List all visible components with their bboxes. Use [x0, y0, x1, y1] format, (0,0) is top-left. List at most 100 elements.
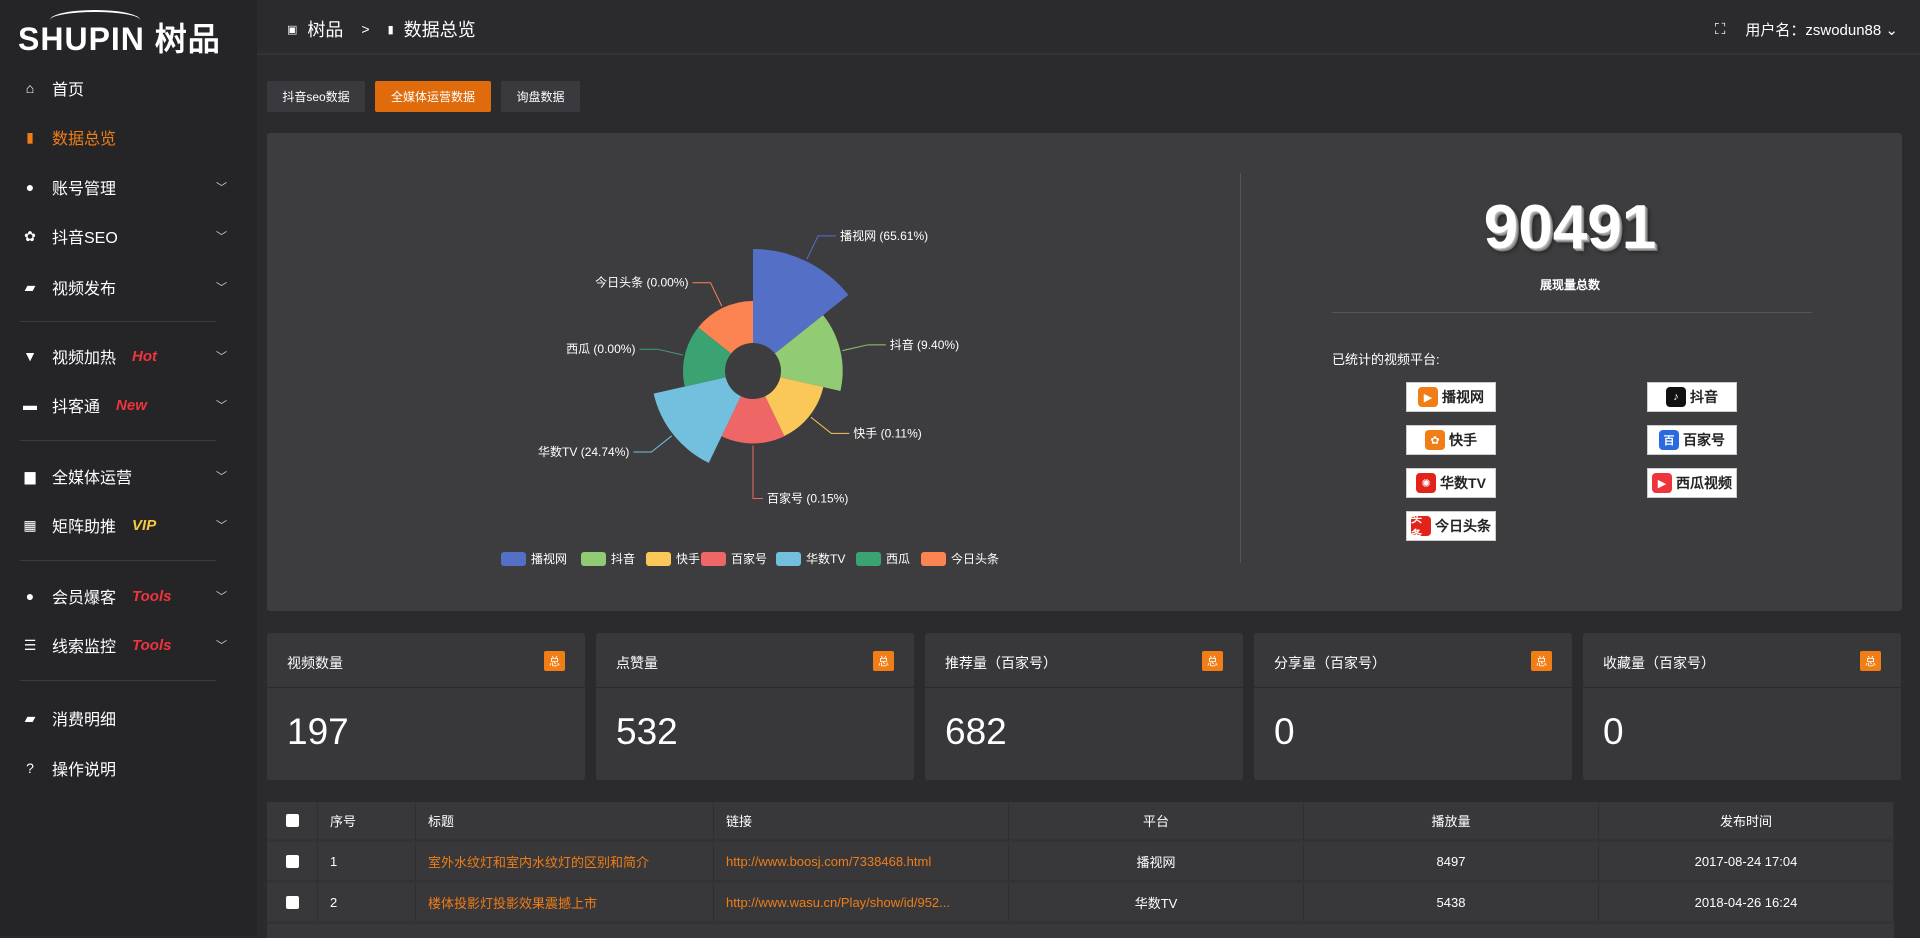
divider: [1240, 173, 1241, 563]
pie-label: 西瓜 (0.00%): [566, 342, 635, 356]
platform-logo-icon: ▶: [1418, 387, 1438, 407]
pie-slice: [653, 377, 741, 463]
platform-logo-icon: ✺: [1416, 473, 1437, 493]
sidebar-item-6[interactable]: ▬ 抖客通 New ﹀: [0, 385, 257, 425]
platform-logo: ✿ 快手: [1406, 425, 1496, 455]
stat-title: 分享量（百家号）: [1274, 655, 1386, 671]
cell-no: 1: [318, 842, 416, 880]
gear-icon: ✿: [24, 227, 36, 244]
sidebar-item-7[interactable]: ▆ 全媒体运营 ﹀: [0, 456, 257, 496]
sidebar-item-8[interactable]: ▦ 矩阵助推 VIP ﹀: [0, 505, 257, 545]
total-impressions: 90491: [1483, 193, 1657, 262]
breadcrumb-separator: >: [361, 21, 370, 37]
cell-title[interactable]: 楼体投影灯投影效果震撼上市: [416, 883, 714, 921]
grid-icon: ▦: [23, 516, 37, 533]
sidebar-item-9[interactable]: ● 会员爆客 Tools ﹀: [0, 576, 257, 616]
legend-swatch: [581, 552, 606, 566]
chevron-down-icon: ﹀: [216, 351, 227, 363]
row-checkbox[interactable]: [285, 895, 299, 909]
divider: [1332, 312, 1812, 313]
legend-swatch: [776, 552, 801, 566]
label-line: [633, 435, 673, 453]
sidebar-item-3[interactable]: ✿ 抖音SEO ﹀: [0, 216, 257, 256]
tab-2[interactable]: 询盘数据: [501, 81, 580, 112]
legend-swatch: [856, 552, 881, 566]
pie-label: 今日头条 (0.00%): [595, 275, 688, 290]
cell-time: 2017-08-24 17:04: [1599, 842, 1894, 880]
pie-slice: [698, 301, 753, 354]
chat-icon: ▬: [23, 397, 37, 413]
stat-value: 682: [945, 711, 1007, 752]
stat-title: 点赞量: [616, 655, 658, 671]
nav-divider: [20, 440, 216, 441]
cell-link[interactable]: http://www.boosj.com/7338468.html: [714, 842, 1009, 880]
pie-label: 抖音 (9.40%): [890, 337, 959, 352]
row-checkbox[interactable]: [285, 854, 299, 868]
legend-swatch: [701, 552, 726, 566]
legend-label: 抖音: [611, 551, 635, 566]
label-line: [842, 344, 886, 352]
total-badge: 总: [1860, 651, 1881, 671]
camera-icon: ▰: [24, 278, 36, 295]
sidebar-item-label: 全媒体运营: [52, 470, 133, 487]
sidebar-item-5[interactable]: ▼ 视频加热 Hot ﹀: [0, 336, 257, 376]
platform-logo-icon: 百: [1659, 430, 1679, 450]
legend-label: 华数TV: [806, 551, 845, 566]
sidebar-tag: Hot: [132, 347, 158, 365]
pie-label: 华数TV (24.74%): [538, 444, 629, 459]
stat-card: 视频数量 总 197: [267, 633, 585, 780]
user-menu[interactable]: 用户名：zswodun88 ⌄: [1745, 22, 1898, 39]
chevron-down-icon: ﹀: [216, 520, 227, 532]
cell-link[interactable]: http://www.wasu.cn/Play/show/id/952...: [714, 883, 1009, 921]
label-line: [752, 445, 763, 499]
header: ▣ 树品 > ▮ 数据总览 ⛶ 用户名：zswodun88 ⌄: [257, 0, 1920, 55]
sidebar-item-1[interactable]: ▮ 数据总览: [0, 117, 257, 157]
total-badge: 总: [1202, 651, 1223, 671]
sidebar-tag: New: [116, 396, 147, 414]
sidebar-item-label: 首页: [52, 82, 85, 99]
pie-label: 百家号 (0.15%): [767, 490, 848, 505]
select-all-checkbox[interactable]: [285, 814, 299, 827]
cell-title[interactable]: 室外水纹灯和室内水纹灯的区别和简介: [416, 842, 714, 880]
legend-label: 快手: [676, 552, 700, 566]
chevron-down-icon: ⌄: [1885, 22, 1898, 39]
table-header: 序号 标题 链接 平台 播放量 发布时间: [267, 802, 1894, 842]
breadcrumb-home[interactable]: 树品: [307, 20, 344, 40]
tab-1[interactable]: 全媒体运营数据: [375, 81, 491, 112]
sidebar-item-10[interactable]: ☰ 线索监控 Tools ﹀: [0, 625, 257, 665]
chevron-down-icon: ﹀: [216, 400, 227, 412]
sidebar-item-4[interactable]: ▰ 视频发布 ﹀: [0, 267, 257, 307]
sidebar-item-label: 视频加热: [52, 350, 117, 367]
sidebar-item-label: 数据总览: [52, 131, 117, 148]
bar-chart-icon: ▮: [387, 23, 394, 36]
sidebar-tag: VIP: [132, 516, 157, 534]
legend-swatch: [501, 552, 526, 566]
platform-logo: 百百家号: [1647, 425, 1737, 455]
breadcrumb: ▣ 树品 > ▮ 数据总览: [287, 16, 476, 42]
chevron-down-icon: ﹀: [216, 471, 227, 483]
legend-label: 播视网: [531, 551, 567, 566]
sidebar-item-12[interactable]: ? 操作说明: [0, 748, 257, 788]
chevron-down-icon: ﹀: [216, 640, 227, 652]
sidebar-item-label: 会员爆客: [52, 590, 117, 607]
fullscreen-icon[interactable]: ⛶: [1714, 21, 1726, 38]
bar-chart-icon: ▮: [26, 128, 34, 145]
chevron-down-icon: ﹀: [216, 282, 227, 294]
member-icon: ●: [25, 588, 35, 604]
tab-0[interactable]: 抖音seo数据: [267, 81, 365, 112]
stat-card: 分享量（百家号） 总 0: [1254, 633, 1572, 780]
table-row: 2 楼体投影灯投影效果震撼上市 http://www.wasu.cn/Play/sh…: [267, 883, 1894, 924]
sidebar-item-0[interactable]: ⌂ 首页: [0, 68, 257, 108]
logo: SHUPIN 树品: [18, 10, 221, 60]
stat-value: 197: [287, 711, 349, 752]
stat-title: 推荐量（百家号）: [945, 655, 1057, 671]
sidebar-item-11[interactable]: ▰ 消费明细: [0, 698, 257, 738]
column-header: 播放量: [1304, 802, 1599, 839]
sidebar-item-label: 线索监控: [52, 639, 117, 656]
sidebar-item-2[interactable]: ● 账号管理 ﹀: [0, 167, 257, 207]
legend-swatch: [646, 552, 671, 566]
column-header: 标题: [416, 802, 714, 839]
table-row: 1 室外水纹灯和室内水纹灯的区别和简介 http://www.boosj.com/7…: [267, 842, 1894, 883]
sidebar-item-label: 消费明细: [52, 712, 117, 729]
column-header: 链接: [714, 802, 1009, 839]
